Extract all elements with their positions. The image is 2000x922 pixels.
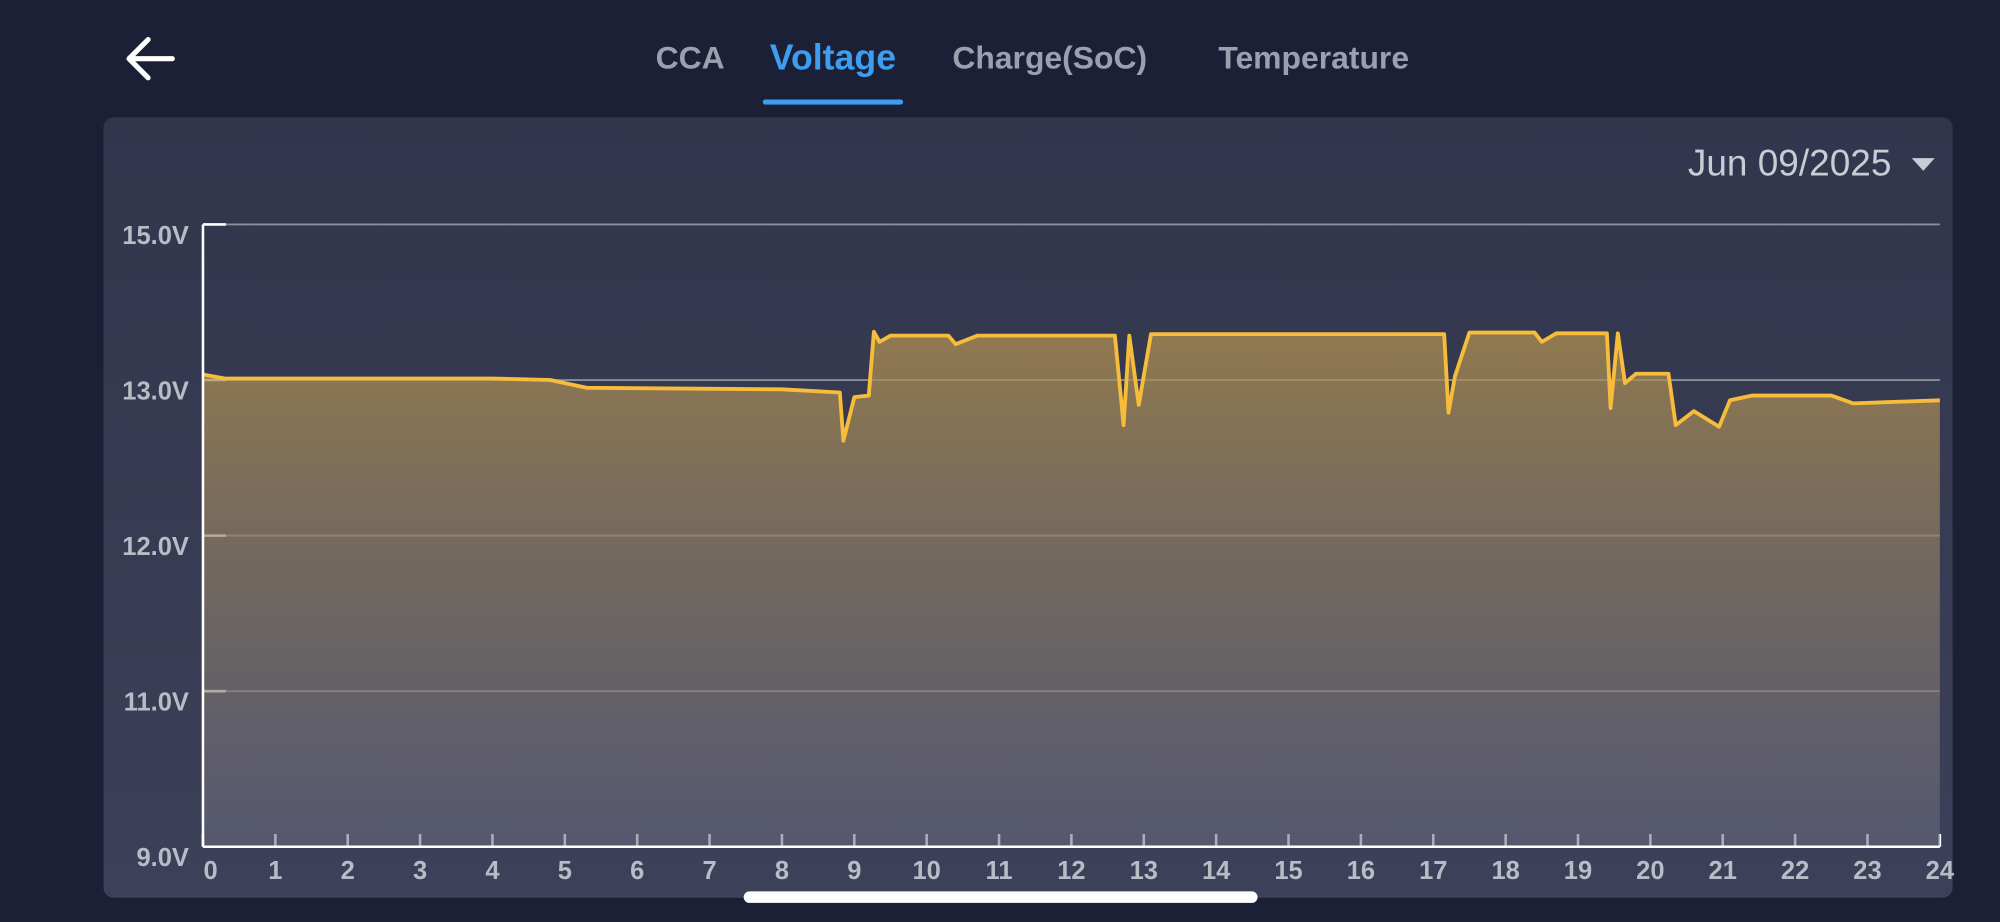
x-tick-label: 7 [702,857,716,885]
date-picker[interactable]: Jun 09/2025 [1688,143,1935,184]
y-tick-label: 12.0V [122,533,189,561]
x-tick-label: 14 [1202,857,1231,885]
x-tick-label: 10 [912,857,940,885]
x-tick-label: 18 [1491,857,1519,885]
x-tick-label: 8 [775,857,789,885]
tab[interactable]: CCA [656,39,725,75]
x-tick-label: 21 [1709,857,1737,885]
x-tick-label: 24 [1926,857,1955,885]
x-tick-label: 15 [1274,857,1302,885]
x-tick-label: 19 [1564,857,1592,885]
x-tick-label: 20 [1636,857,1664,885]
x-tick-label: 4 [485,857,500,885]
x-tick-label: 16 [1347,857,1375,885]
x-tick-label: 1 [268,857,282,885]
x-tick-label: 13 [1130,857,1158,885]
back-button[interactable] [126,36,175,81]
y-tick-label: 11.0V [124,689,189,717]
x-tick-label: 11 [986,857,1013,885]
x-tick-label: 3 [413,857,427,885]
tab[interactable]: Charge(SoC) [952,39,1147,75]
x-tick-label: 22 [1781,857,1809,885]
line [202,329,1940,443]
x-tick-label: 9 [847,857,861,885]
tab[interactable]: Temperature [1218,39,1409,75]
area-fill [202,331,1940,847]
tab-selected[interactable]: Voltage [770,37,896,77]
dropdown-arrow[interactable] [1911,158,1935,171]
home-indicator [743,891,1258,903]
y-tick-label: 13.0V [122,378,189,406]
y-tick-label: 15.0V [122,222,189,250]
x-tick-label: 6 [630,857,644,885]
x-tick-label: 23 [1853,857,1881,885]
y-tick-label: 9.0V [136,844,188,872]
date-label[interactable]: Jun 09/2025 [1688,143,1892,184]
tab-underline [762,99,904,105]
x-tick-label: 17 [1419,857,1447,885]
x-tick-label: 5 [558,857,572,885]
x-tick-label: 0 [204,857,218,885]
x-tick-label: 2 [341,857,355,885]
x-tick-label: 12 [1057,857,1085,885]
